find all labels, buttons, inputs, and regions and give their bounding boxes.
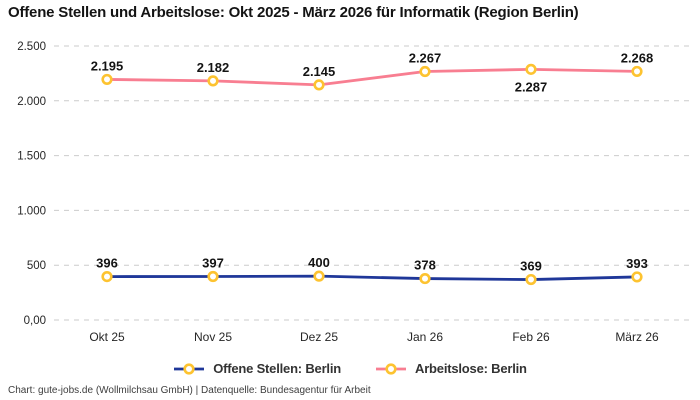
legend-line-marker-icon (376, 362, 406, 375)
legend-item-arbeitslose: Arbeitslose: Berlin (375, 361, 527, 376)
data-point-label-offene-stellen-berlin: 396 (96, 256, 118, 271)
data-point-marker-offene-stellen-berlin (525, 273, 537, 286)
data-point-label-arbeitslose-berlin: 2.182 (197, 60, 230, 75)
chart-title: Offene Stellen und Arbeitslose: Okt 2025… (8, 4, 579, 21)
data-point-marker-arbeitslose-berlin (101, 73, 113, 86)
data-point-label-offene-stellen-berlin: 378 (414, 258, 436, 273)
data-point-marker-arbeitslose-berlin (419, 65, 431, 78)
series-line-arbeitslose-berlin (105, 67, 639, 87)
data-point-marker-arbeitslose-berlin (313, 79, 325, 91)
data-point-marker-offene-stellen-berlin (207, 270, 219, 283)
y-axis-tick-label: 2.000 (17, 96, 46, 108)
data-point-label-arbeitslose-berlin: 2.145 (303, 64, 336, 79)
data-point-marker-offene-stellen-berlin (313, 270, 325, 282)
data-point-label-offene-stellen-berlin: 393 (626, 256, 648, 271)
x-axis-label: Feb 26 (512, 330, 550, 344)
x-axis-label: Okt 25 (89, 330, 125, 344)
y-axis-tick-label: 2.500 (17, 41, 46, 53)
data-point-marker-arbeitslose-berlin (631, 65, 643, 78)
chart-footer: Chart: gute-jobs.de (Wollmilchsau GmbH) … (8, 385, 371, 396)
legend-item-offene-stellen: Offene Stellen: Berlin (173, 361, 341, 376)
legend-label-offene-stellen: Offene Stellen: Berlin (213, 361, 341, 376)
y-axis-tick-label: 1.500 (17, 151, 46, 163)
data-point-marker-arbeitslose-berlin (525, 63, 537, 75)
x-axis-label: Dez 25 (300, 330, 338, 344)
data-point-label-arbeitslose-berlin: 2.287 (515, 79, 548, 94)
legend-label-arbeitslose: Arbeitslose: Berlin (415, 361, 527, 376)
data-point-label-arbeitslose-berlin: 2.268 (621, 50, 654, 65)
data-point-marker-offene-stellen-berlin (101, 270, 113, 283)
data-point-marker-offene-stellen-berlin (631, 271, 643, 283)
y-axis-tick-label: 0,00 (24, 315, 46, 327)
data-point-label-arbeitslose-berlin: 2.267 (409, 51, 442, 66)
x-axis-label: Nov 25 (194, 330, 232, 344)
chart-legend: Offene Stellen: Berlin Arbeitslose: Berl… (0, 361, 700, 376)
data-point-marker-arbeitslose-berlin (207, 75, 219, 87)
data-point-label-offene-stellen-berlin: 400 (308, 255, 330, 270)
data-point-label-offene-stellen-berlin: 369 (520, 259, 542, 274)
x-axis-label: März 26 (615, 330, 659, 344)
y-axis-tick-label: 1.000 (17, 205, 46, 217)
y-axis-tick-label: 500 (27, 260, 46, 272)
data-point-label-arbeitslose-berlin: 2.195 (91, 58, 124, 73)
legend-line-marker-icon (174, 362, 205, 375)
data-point-label-offene-stellen-berlin: 397 (202, 255, 224, 270)
series-line-offene-stellen-berlin (105, 274, 639, 281)
x-axis-label: Jan 26 (407, 330, 443, 344)
data-point-marker-offene-stellen-berlin (419, 272, 431, 285)
